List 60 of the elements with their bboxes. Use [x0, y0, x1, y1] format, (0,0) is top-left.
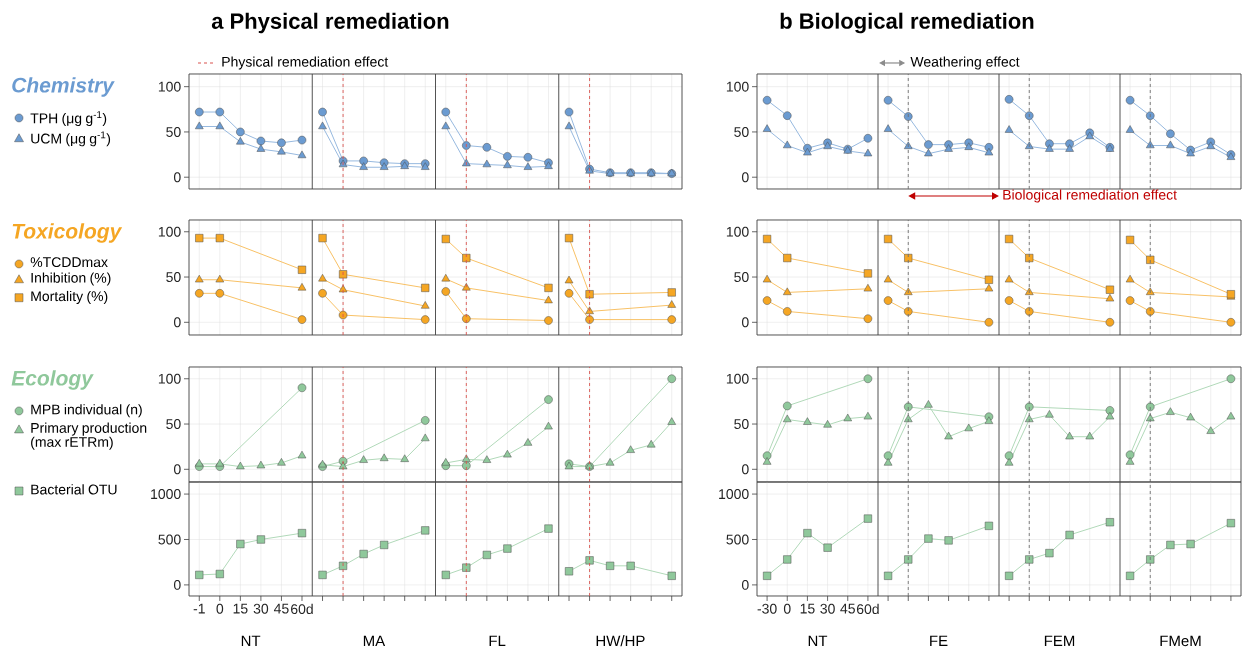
y-tick-label: 500 [158, 534, 181, 545]
text: MA [363, 635, 386, 646]
y-tick-label: 1000 [719, 489, 749, 500]
text: FMeM [1160, 635, 1201, 647]
y-tick-label: 0 [741, 317, 749, 328]
y-tick-label: 0 [741, 172, 749, 183]
chart-title: a Physical remediation [211, 12, 449, 34]
x-tick-label: 0 [216, 603, 224, 614]
x-tick-label: 45 [273, 603, 289, 614]
x-tick-label: 0 [783, 603, 791, 614]
legend-label: MPB individual (n) [31, 404, 142, 418]
chart-title: b Biological remediation [780, 12, 1034, 34]
y-tick-label: 0 [741, 579, 749, 590]
x-tick-label: 30 [253, 603, 269, 614]
legend-label: Mortality (%) [31, 290, 108, 304]
y-tick-label: 50 [734, 419, 749, 429]
text: Physical remediation effect [222, 56, 389, 70]
x-tick-label: 30 [820, 603, 835, 614]
y-tick-label: 0 [173, 172, 181, 183]
x-tick-label: 60d [291, 603, 313, 615]
x-tick-label: 45 [840, 603, 855, 614]
text: FL [489, 635, 506, 646]
y-tick-label: 500 [726, 534, 749, 545]
y-tick-label: 50 [166, 419, 181, 429]
y-tick-label: 100 [158, 373, 181, 384]
y-tick-label: 100 [726, 373, 749, 384]
x-tick-label: -1 [193, 603, 205, 614]
legend-label: UCM (μg g$^{-1}$) [31, 131, 111, 147]
y-tick-label: 50 [166, 272, 181, 282]
legend-label: Bacterial OTU [31, 484, 117, 495]
text: NT [241, 635, 261, 646]
legend-label: Inhibition (%) [31, 272, 111, 286]
text: NT [808, 635, 828, 646]
y-tick-label: 100 [726, 81, 749, 92]
text: FE [930, 635, 948, 646]
y-tick-label: 0 [173, 317, 181, 328]
y-tick-label: 100 [158, 226, 181, 237]
y-tick-label: 50 [734, 272, 749, 282]
x-tick-label: 15 [800, 603, 815, 614]
text: Weathering effect [910, 56, 1020, 70]
y-tick-label: 1000 [151, 489, 181, 500]
legend-label: TPH (μg g$^{-1}$) [30, 111, 107, 127]
text: Biological remediation effect [1003, 189, 1177, 203]
y-tick-label: 0 [741, 464, 749, 475]
legend-label: %TCDDmax [30, 257, 108, 268]
legend-label: Primary production (max rETRm) [31, 422, 147, 450]
y-tick-label: 50 [166, 126, 181, 137]
legend-title: Ecology [11, 370, 94, 390]
legend-title: Chemistry [12, 77, 115, 97]
x-tick-label: 60d [856, 603, 879, 615]
legend-title: Toxicology [12, 223, 123, 243]
x-tick-label: -30 [757, 603, 777, 614]
y-tick-label: 100 [726, 226, 749, 237]
x-tick-label: 15 [233, 603, 248, 614]
y-tick-label: 100 [158, 81, 181, 92]
y-tick-label: 50 [734, 126, 749, 137]
y-tick-label: 0 [173, 579, 181, 590]
y-tick-label: 0 [173, 464, 181, 475]
text: HW/HP [596, 635, 645, 647]
text: FEM [1044, 635, 1075, 646]
